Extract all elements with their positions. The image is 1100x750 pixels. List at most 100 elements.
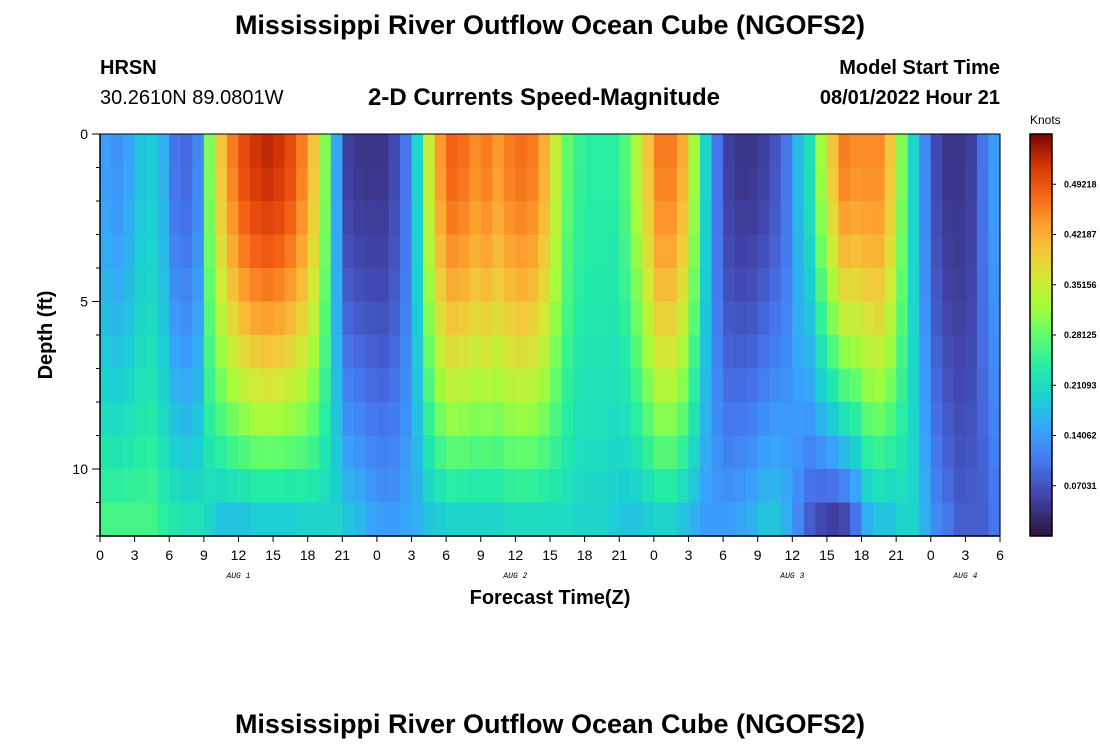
heatmap-cell [469, 368, 482, 403]
heatmap-cell [676, 134, 690, 169]
heatmap-cell [630, 502, 643, 537]
model-start-time-label: Model Start Time [839, 57, 1000, 79]
heatmap-cell [503, 368, 516, 403]
heatmap-cell [365, 234, 378, 269]
heatmap-cell [861, 167, 874, 202]
heatmap-cell [573, 502, 586, 537]
heatmap-cell [642, 502, 655, 537]
heatmap-cell [746, 167, 759, 202]
heatmap-cell [100, 134, 113, 169]
heatmap-cell [919, 402, 932, 437]
heatmap-cell [538, 268, 551, 303]
x-tick-label: 9 [477, 547, 485, 563]
heatmap-cell [342, 301, 355, 336]
heatmap-cell [446, 268, 459, 303]
heatmap-cell [226, 234, 240, 269]
heatmap-cell [561, 402, 574, 437]
heatmap-cell [261, 469, 274, 504]
heatmap-cell [688, 368, 701, 403]
heatmap-cell [434, 402, 447, 437]
heatmap-cell [215, 301, 228, 336]
heatmap-cell [723, 402, 736, 437]
heatmap-cell [676, 368, 690, 403]
y-tick-label: 10 [72, 461, 88, 477]
heatmap-cell [192, 234, 205, 269]
heatmap-cell [803, 368, 816, 403]
heatmap-cell [284, 435, 297, 470]
heatmap-cell [423, 201, 436, 236]
heatmap-cell [826, 134, 840, 169]
heatmap-cell [619, 167, 632, 202]
heatmap-cell [388, 301, 401, 336]
colorbar-tick-label: 0.21093 [1064, 380, 1097, 390]
heatmap-cell [388, 502, 401, 537]
heatmap-cell [400, 167, 413, 202]
x-tick-label: 12 [508, 547, 524, 563]
heatmap-cell [215, 402, 228, 437]
heatmap-cell [584, 502, 597, 537]
heatmap-cell [953, 167, 966, 202]
heatmap-cell [561, 469, 574, 504]
heatmap-cell [238, 502, 251, 537]
heatmap-cell [607, 301, 620, 336]
heatmap-cell [388, 469, 401, 504]
heatmap-cell [169, 335, 182, 370]
heatmap-cell [238, 402, 251, 437]
heatmap-cell [203, 335, 216, 370]
heatmap-cell [711, 469, 724, 504]
heatmap-cell [446, 402, 459, 437]
heatmap-cell [919, 335, 932, 370]
heatmap-cell [596, 502, 609, 537]
heatmap-cell [642, 167, 655, 202]
heatmap-cell [192, 268, 205, 303]
heatmap-cell [250, 167, 263, 202]
heatmap-cell [873, 234, 886, 269]
heatmap-cell [457, 301, 470, 336]
heatmap-cell [157, 134, 170, 169]
heatmap-cell [526, 201, 540, 236]
heatmap-cell [411, 502, 424, 537]
heatmap-cell [111, 234, 124, 269]
heatmap-cell [907, 402, 920, 437]
colorbar-unit-label: Knots [1030, 113, 1061, 127]
heatmap-cell [411, 402, 424, 437]
heatmap-cell [388, 435, 401, 470]
heatmap-cell [930, 368, 943, 403]
heatmap-cell [203, 201, 216, 236]
heatmap-cell [296, 469, 309, 504]
heatmap-cell [469, 167, 482, 202]
heatmap-cell [146, 301, 159, 336]
heatmap-cell [261, 502, 274, 537]
heatmap-cell [423, 167, 436, 202]
heatmap-cell [296, 435, 309, 470]
heatmap-cell [123, 268, 136, 303]
heatmap-cell [884, 469, 897, 504]
heatmap-cell [584, 368, 597, 403]
heatmap-cell [988, 134, 1001, 169]
heatmap-cell [746, 435, 759, 470]
heatmap-cell [838, 167, 851, 202]
heatmap-cell [250, 268, 263, 303]
heatmap-cell [976, 335, 990, 370]
heatmap-cell [596, 134, 609, 169]
heatmap-cell [930, 301, 943, 336]
heatmap-cell [676, 469, 690, 504]
heatmap-cell [930, 335, 943, 370]
heatmap-cell [630, 435, 643, 470]
heatmap-cell [434, 234, 447, 269]
heatmap-cell [734, 502, 747, 537]
heatmap-cell [976, 469, 990, 504]
heatmap-cell [780, 335, 793, 370]
heatmap-cell [953, 435, 966, 470]
heatmap-cell [169, 402, 182, 437]
colorbar-tick-label: 0.35156 [1064, 280, 1097, 290]
heatmap-cell [503, 201, 516, 236]
heatmap-cell [307, 368, 320, 403]
heatmap-cell [400, 368, 413, 403]
heatmap-cell [215, 435, 228, 470]
heatmap-cell [411, 435, 424, 470]
heatmap-cell [423, 301, 436, 336]
heatmap-cell [376, 167, 390, 202]
heatmap-cell [711, 234, 724, 269]
heatmap-cell [561, 167, 574, 202]
